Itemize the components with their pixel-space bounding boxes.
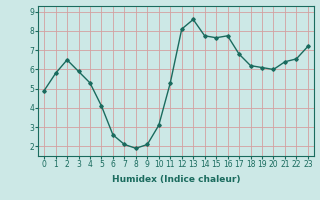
X-axis label: Humidex (Indice chaleur): Humidex (Indice chaleur): [112, 175, 240, 184]
